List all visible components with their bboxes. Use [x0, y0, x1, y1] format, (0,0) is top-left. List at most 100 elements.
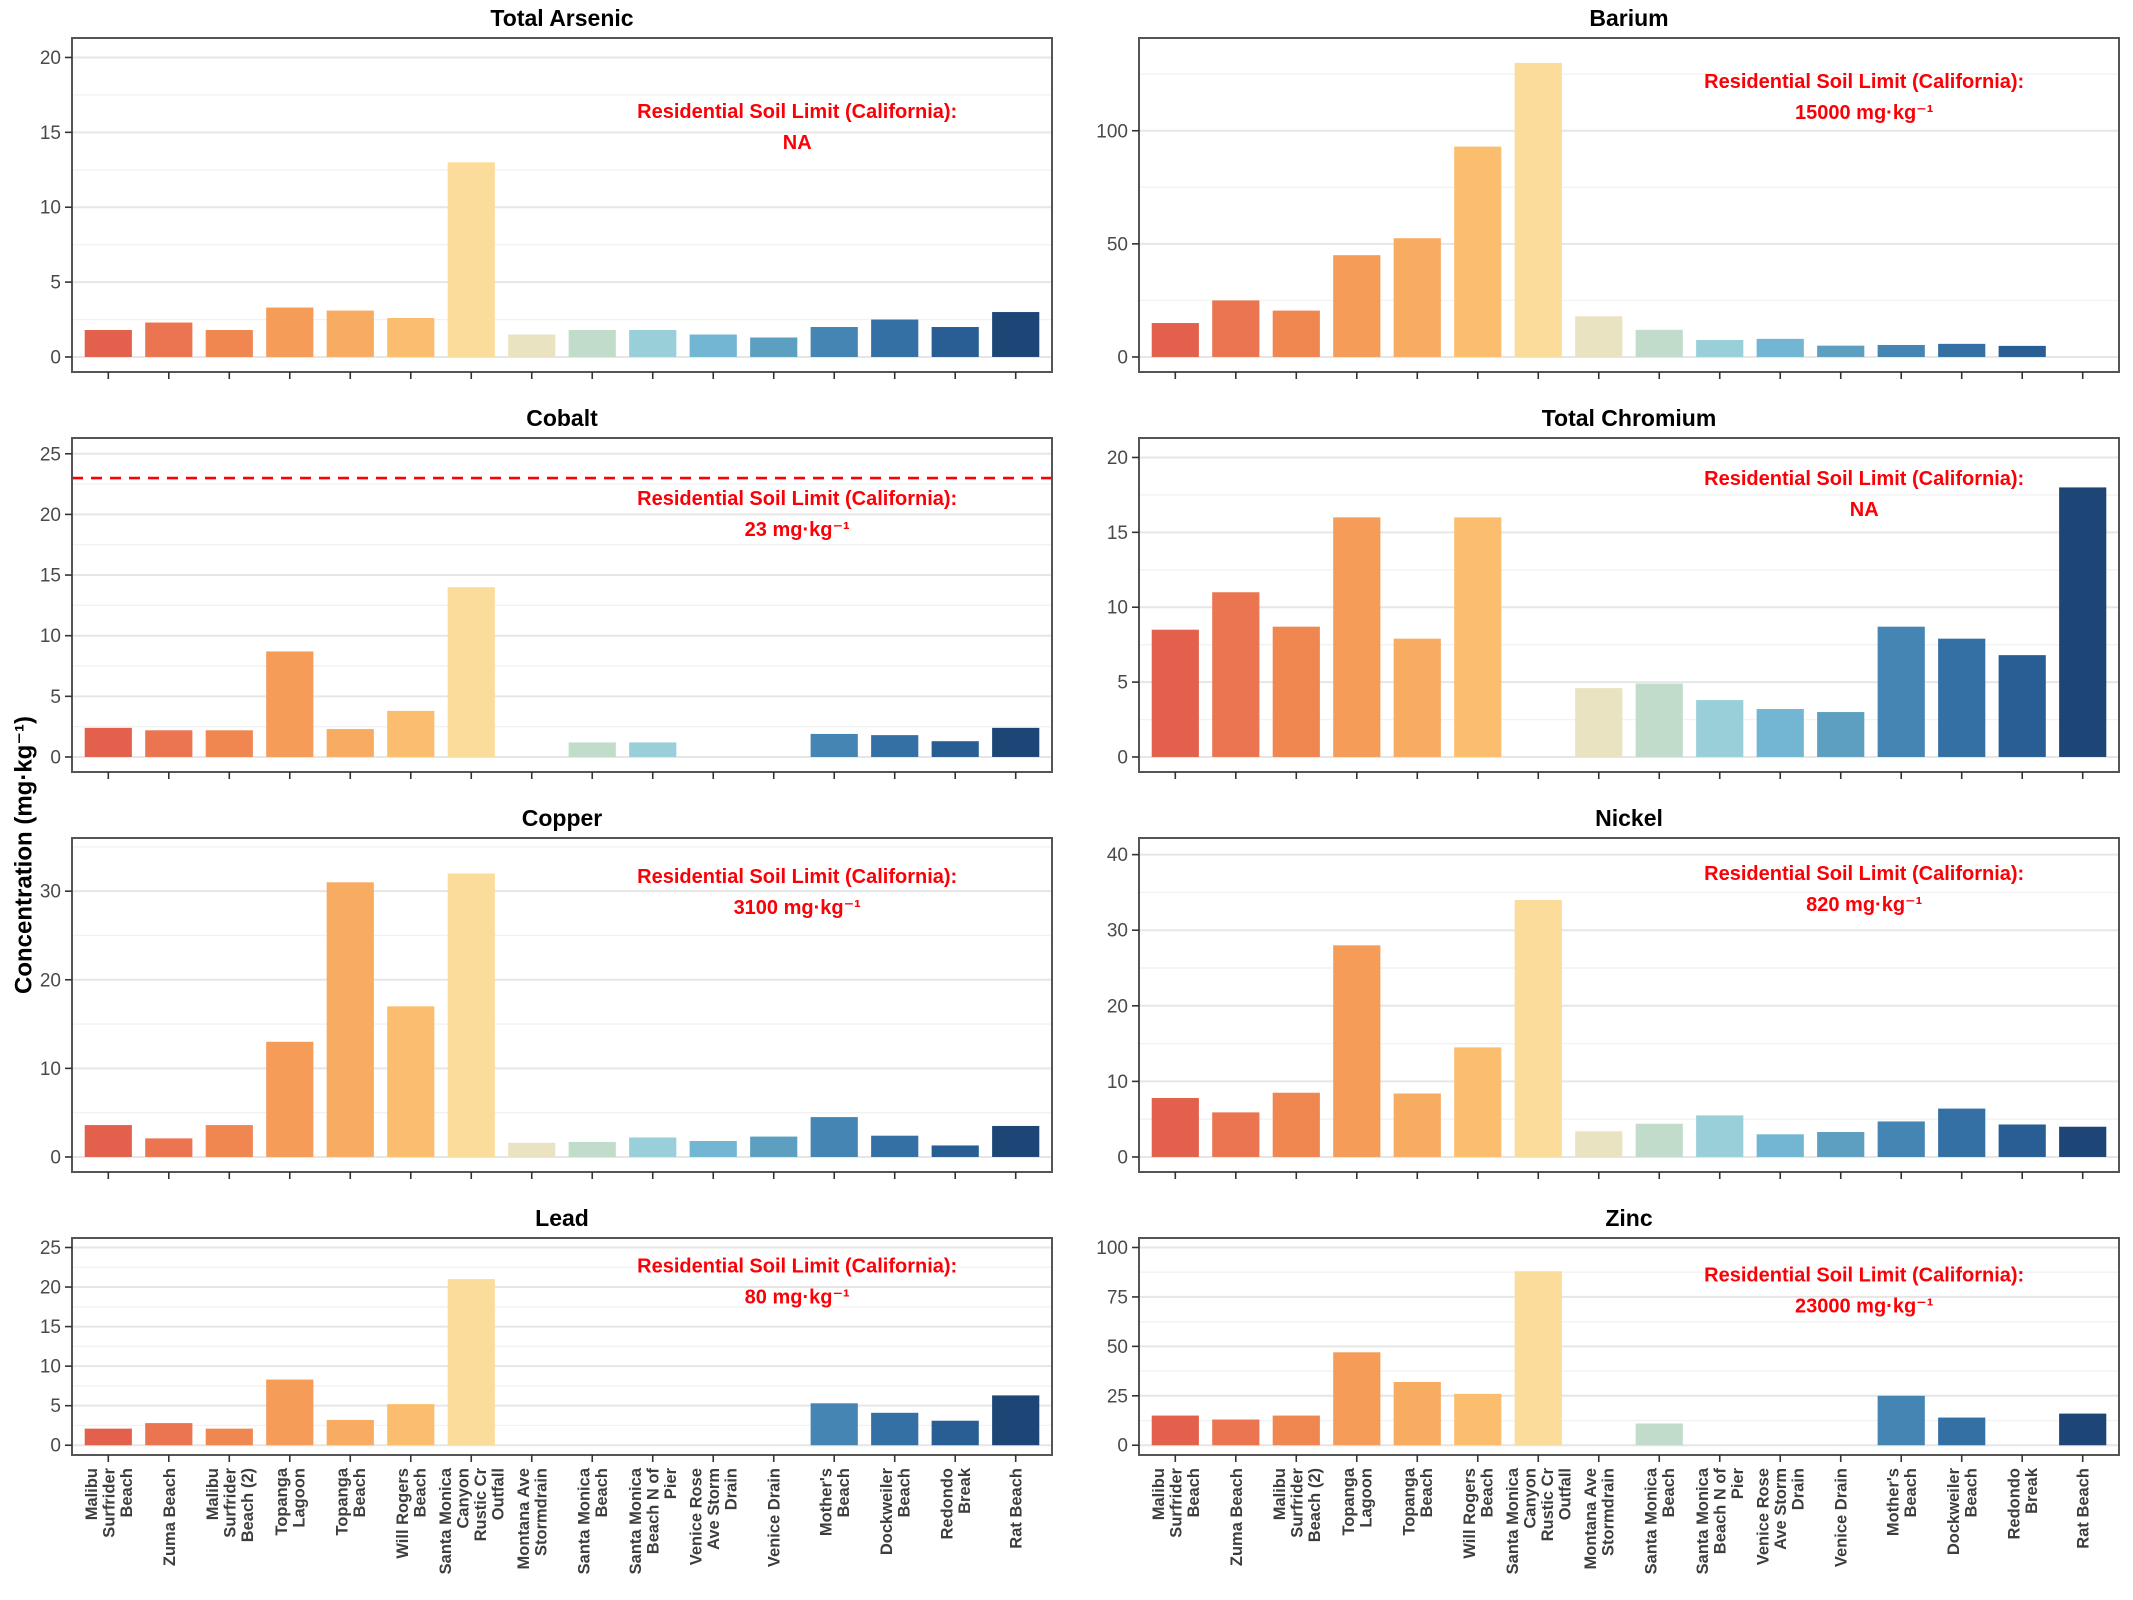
bar-santa-monica-beach-n-of-pier	[1696, 1115, 1744, 1157]
panel-border	[71, 37, 1053, 373]
x-tick-label: Surfrider	[221, 1467, 239, 1537]
y-tick-label: 25	[1107, 1386, 1128, 1407]
bar-venice-rose-ave-storm-drain	[1756, 338, 1804, 357]
y-tick-label: 5	[50, 273, 61, 294]
bar-santa-monica-beach	[1635, 329, 1683, 357]
bar-malibu-surfrider-beach-2	[1272, 1092, 1320, 1157]
y-tick-label: 20	[40, 505, 61, 526]
bar-malibu-surfrider-beach-2	[205, 1428, 253, 1446]
soil-limit-heading: Residential Soil Limit (California):	[637, 488, 957, 510]
x-axis	[107, 772, 1017, 779]
y-tick-label: 25	[40, 1238, 61, 1259]
bar-zuma-beach	[145, 1423, 193, 1446]
y-tick-label: 10	[1107, 598, 1128, 619]
panel-title: Lead	[535, 1205, 589, 1231]
panel-cobalt: Residential Soil Limit (California): 23 m…	[40, 405, 1053, 779]
bars	[84, 1279, 1040, 1446]
bar-redondo-break	[931, 1420, 979, 1446]
y-axis: 0 5 10 15 20 25	[40, 1238, 72, 1457]
bar-mother-s-beach	[1877, 626, 1925, 757]
soil-limit-annotation: Residential Soil Limit (California): 1500…	[1704, 71, 2024, 124]
bar-malibu-surfrider-beach-2	[1272, 310, 1320, 357]
y-axis: 0 5 10 15 20 25	[40, 444, 72, 768]
bar-topanga-lagoon	[1333, 1352, 1381, 1446]
bar-malibu-surfrider-beach	[84, 1428, 132, 1446]
x-tick-label: Zuma Beach	[1228, 1468, 1246, 1566]
y-tick-label: 0	[1117, 347, 1128, 368]
x-tick-label: Outfall	[1557, 1468, 1575, 1520]
x-tick-label: Venice Drain	[766, 1468, 784, 1567]
bar-rat-beach	[992, 1395, 1040, 1446]
x-tick-label: Beach	[412, 1468, 430, 1518]
bar-santa-monica-canyon-rustic-cr-outfall	[1514, 899, 1562, 1157]
x-tick-label: Beach	[895, 1468, 913, 1518]
bar-santa-monica-beach-n-of-pier	[629, 1137, 677, 1157]
x-tick-label: Beach	[1962, 1468, 1980, 1518]
x-tick-label: Drain	[723, 1468, 741, 1510]
x-tick-label: Canyon	[1522, 1468, 1540, 1529]
panel-zinc: Residential Soil Limit (California): 2300…	[1096, 1205, 2120, 1574]
y-axis: 0 5 10 15 20	[40, 48, 72, 368]
bar-malibu-surfrider-beach	[84, 727, 132, 757]
y-tick-label: 100	[1096, 121, 1128, 142]
panel-border	[1138, 437, 2120, 773]
x-tick-label: Will Rogers	[394, 1468, 412, 1559]
bar-zuma-beach	[1212, 1419, 1260, 1446]
bars	[84, 873, 1040, 1157]
bar-malibu-surfrider-beach-2	[205, 730, 253, 757]
y-tick-label: 15	[40, 566, 61, 587]
x-tick-label: Venice Rose	[1755, 1468, 1773, 1565]
y-tick-label: 0	[1117, 1147, 1128, 1168]
panel-lead: Residential Soil Limit (California): 80 m…	[40, 1205, 1053, 1574]
y-tick-label: 0	[50, 1436, 61, 1457]
y-axis: 0 5 10 15 20	[1107, 448, 1139, 768]
x-tick-label: Lagoon	[291, 1468, 309, 1528]
bar-malibu-surfrider-beach-2	[1272, 1415, 1320, 1446]
bar-santa-monica-beach	[568, 330, 616, 357]
x-tick-label: Beach (2)	[1306, 1468, 1324, 1542]
bars	[1151, 487, 2107, 757]
x-tick-label: Pier	[662, 1467, 680, 1499]
bar-venice-drain	[750, 1136, 798, 1157]
bar-dockweiler-beach	[1938, 638, 1986, 757]
y-tick-label: 20	[40, 1278, 61, 1299]
bar-topanga-lagoon	[266, 651, 314, 757]
soil-limit-annotation: Residential Soil Limit (California): 3100…	[637, 866, 957, 919]
y-tick-label: 20	[1107, 996, 1128, 1017]
x-tick-label: Redondo	[2005, 1468, 2023, 1540]
x-axis-labels: Malibu Surfrider Beach Zuma Beach Malibu Surf…	[1150, 1467, 2093, 1574]
panel-total-arsenic: Residential Soil Limit (California): NA 0 5…	[40, 5, 1053, 379]
bar-dockweiler-beach	[1938, 1417, 1986, 1446]
x-tick-label: Lagoon	[1358, 1468, 1376, 1528]
panel-title: Barium	[1589, 5, 1668, 31]
bar-montana-ave-stormdrain	[1575, 1131, 1623, 1157]
x-axis	[1174, 372, 2084, 379]
soil-limit-heading: Residential Soil Limit (California):	[1704, 1264, 2024, 1286]
soil-limit-annotation: Residential Soil Limit (California): NA	[637, 101, 957, 154]
soil-limit-value: 15000 mg·kg⁻¹	[1795, 102, 1934, 124]
x-tick-label: Beach	[1479, 1468, 1497, 1518]
x-tick-label: Stormdrain	[533, 1468, 551, 1556]
bar-mother-s-beach	[810, 327, 858, 357]
bar-santa-monica-canyon-rustic-cr-outfall	[447, 587, 495, 757]
bar-will-rogers-beach	[1454, 1393, 1502, 1446]
bar-topanga-lagoon	[266, 1379, 314, 1446]
soil-limit-heading: Residential Soil Limit (California):	[1704, 863, 2024, 885]
y-tick-label: 0	[50, 747, 61, 768]
y-tick-label: 0	[1117, 1436, 1128, 1457]
x-tick-label: Beach	[835, 1468, 853, 1518]
bar-topanga-lagoon	[266, 1041, 314, 1157]
bar-montana-ave-stormdrain	[508, 334, 556, 357]
bar-will-rogers-beach	[387, 1404, 435, 1446]
bar-topanga-lagoon	[1333, 255, 1381, 357]
bar-mother-s-beach	[810, 733, 858, 757]
x-axis-labels: Malibu Surfrider Beach Zuma Beach Malibu Surf…	[83, 1467, 1026, 1574]
bar-malibu-surfrider-beach	[84, 1125, 132, 1157]
bar-malibu-surfrider-beach	[1151, 1415, 1199, 1446]
bar-topanga-beach	[1393, 238, 1441, 357]
x-tick-label: Rat Beach	[1008, 1468, 1026, 1549]
soil-limit-heading: Residential Soil Limit (California):	[1704, 71, 2024, 93]
bar-dockweiler-beach	[1938, 343, 1986, 357]
y-tick-label: 30	[40, 882, 61, 903]
bar-santa-monica-canyon-rustic-cr-outfall	[447, 162, 495, 357]
